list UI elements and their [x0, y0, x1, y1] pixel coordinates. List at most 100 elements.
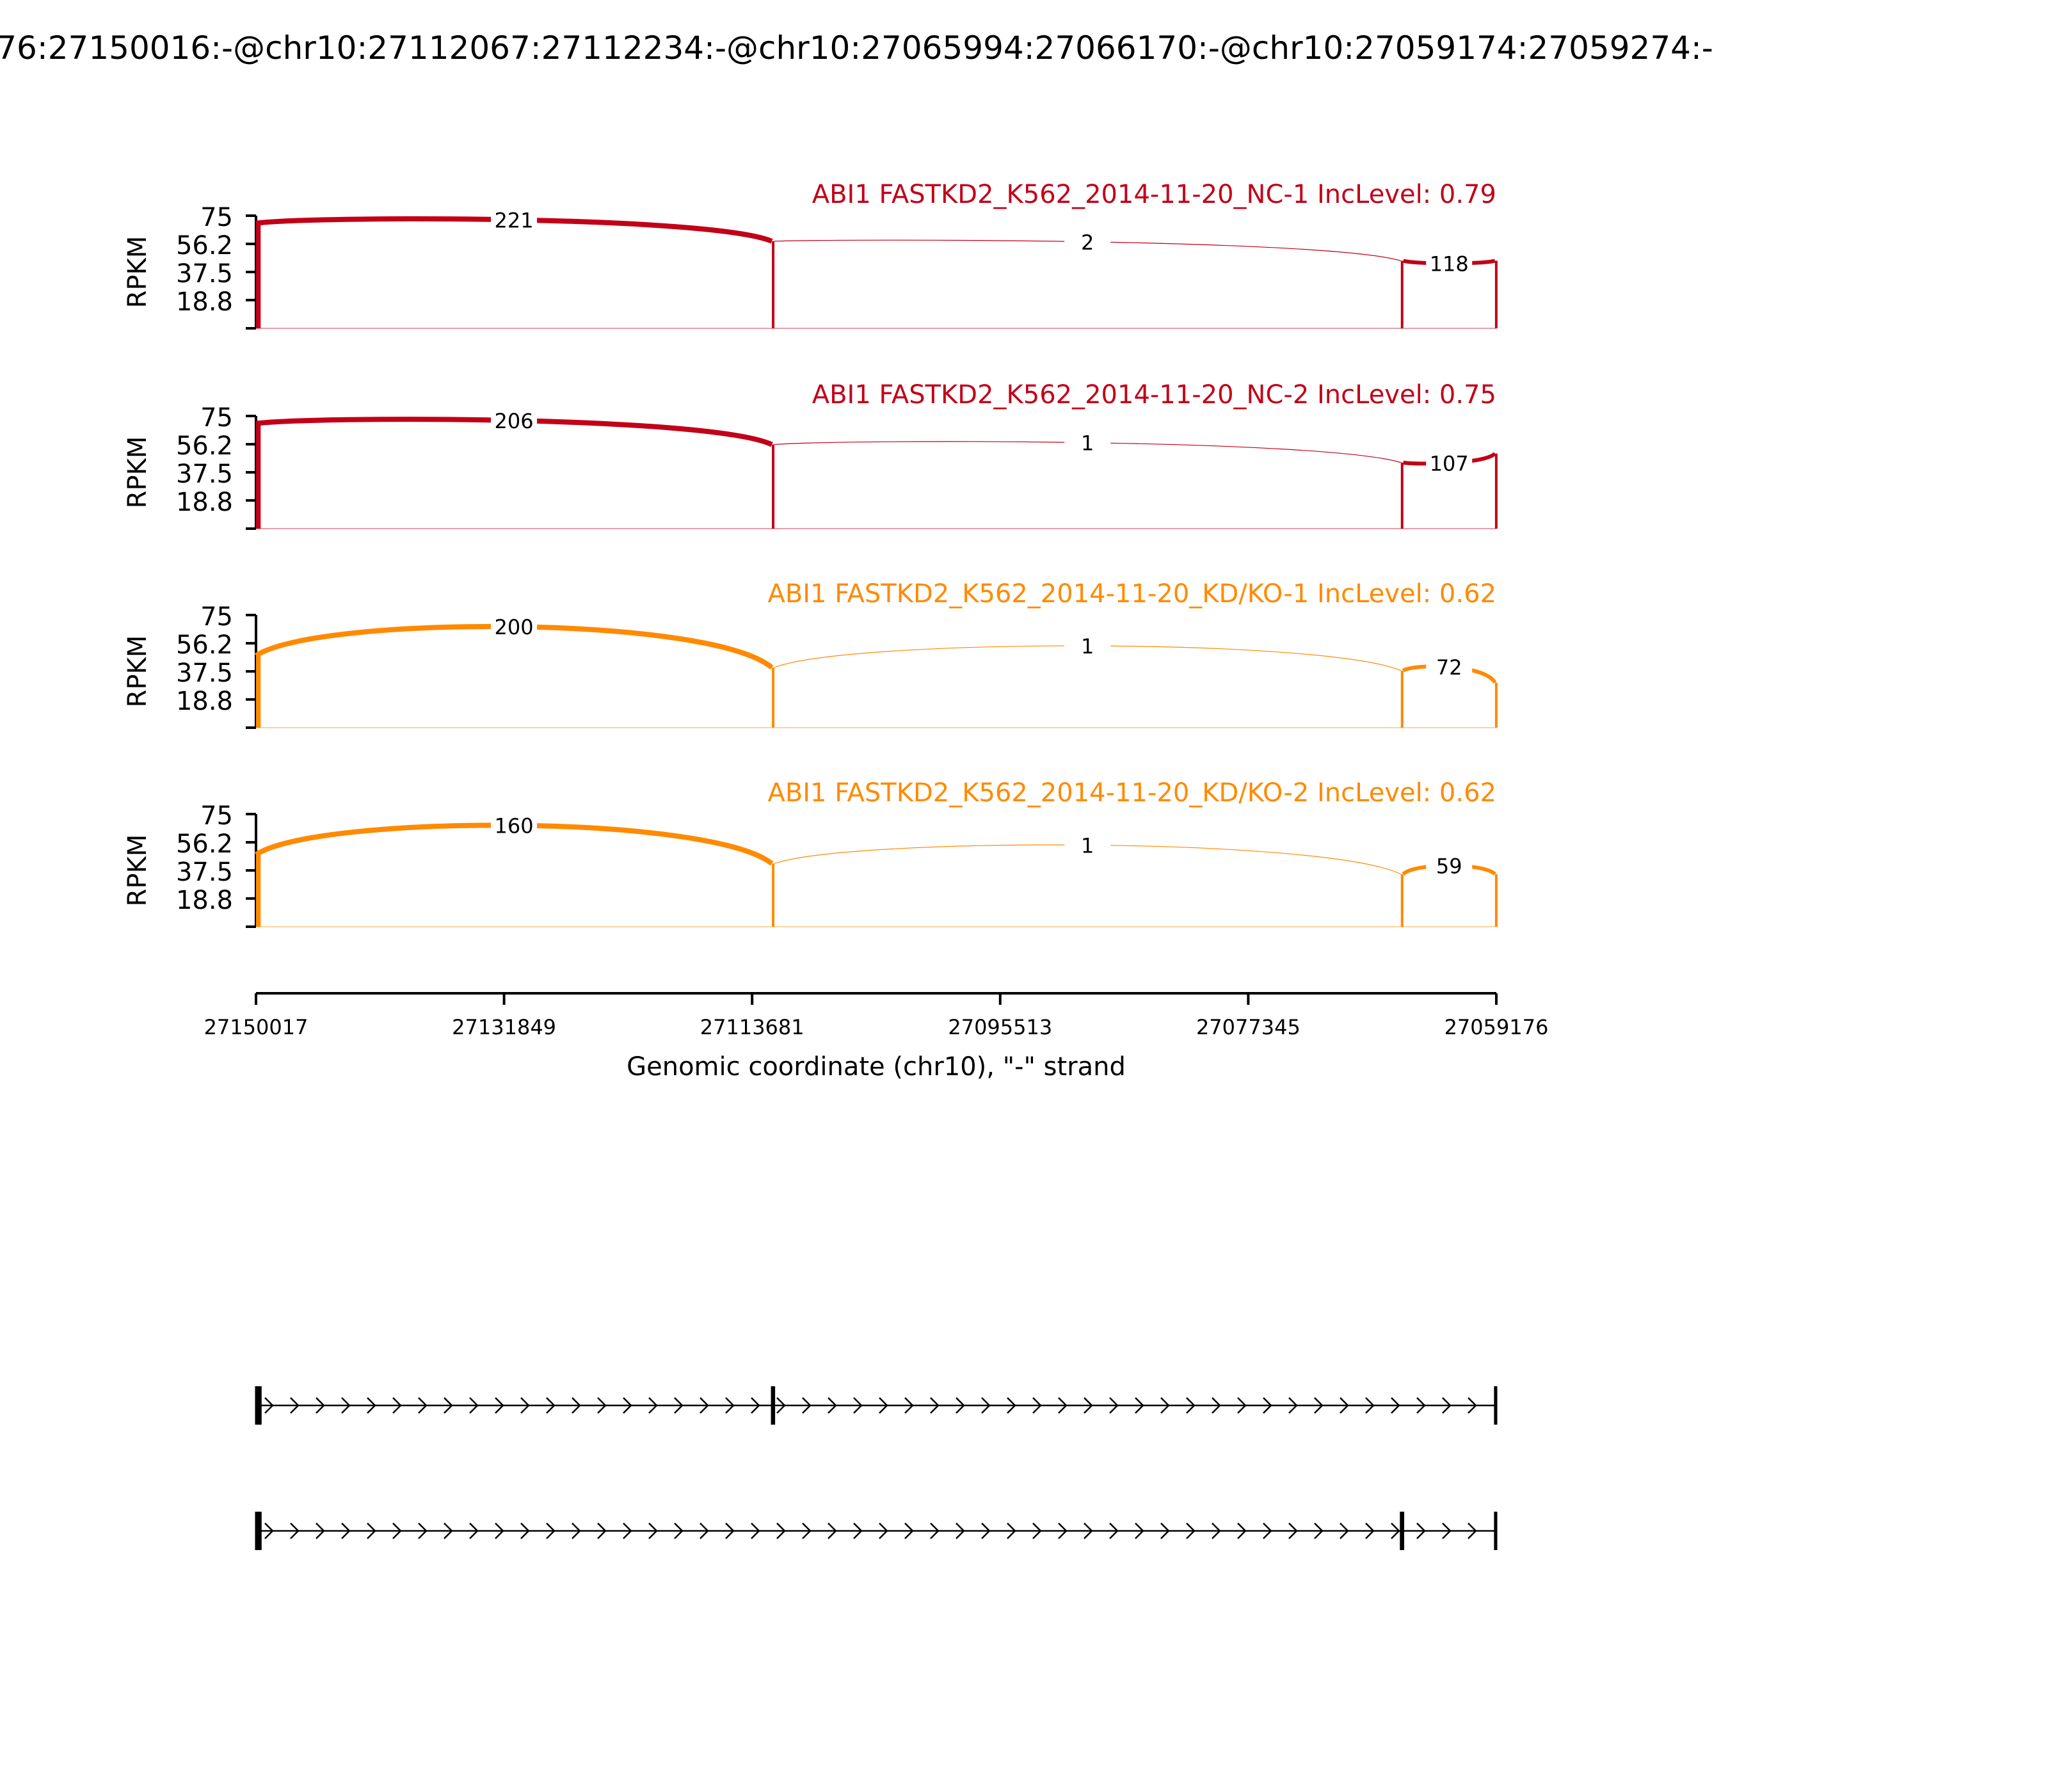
- figure-title: chr10:27149676:27150016:-@chr10:27112067…: [0, 29, 1713, 67]
- junction-read-count: 160: [494, 814, 533, 838]
- strand-arrow: [776, 1523, 786, 1539]
- track-label: ABI1 FASTKD2_K562_2014-11-20_NC-1 IncLev…: [812, 180, 1496, 209]
- strand-arrow: [1263, 1397, 1272, 1414]
- strand-arrow: [1288, 1397, 1298, 1414]
- exon-block: [1494, 1386, 1498, 1425]
- y-tick-label: 37.5: [176, 858, 233, 887]
- strand-arrow: [1160, 1397, 1170, 1414]
- y-axis-label: RPKM: [123, 236, 152, 308]
- x-tick-label: 27095513: [948, 1015, 1052, 1039]
- strand-arrow: [1058, 1523, 1068, 1539]
- strand-arrow: [264, 1523, 274, 1539]
- y-tick-label: 18.8: [176, 886, 233, 915]
- strand-arrow: [1314, 1397, 1324, 1414]
- strand-arrow: [1186, 1523, 1196, 1539]
- strand-arrow: [674, 1397, 684, 1414]
- strand-arrow: [1416, 1523, 1426, 1539]
- y-axis-label: RPKM: [123, 636, 152, 708]
- coverage-bar: [772, 241, 775, 328]
- coverage-bar: [256, 223, 261, 328]
- strand-arrow: [1468, 1397, 1477, 1414]
- exon-block: [255, 1386, 262, 1425]
- strand-arrow: [623, 1397, 632, 1414]
- strand-arrow: [930, 1523, 940, 1539]
- strand-arrow: [597, 1523, 607, 1539]
- strand-arrow: [290, 1523, 300, 1539]
- x-axis-label: Genomic coordinate (chr10), "-" strand: [627, 1052, 1126, 1082]
- x-tick-label: 27059176: [1444, 1015, 1549, 1039]
- coverage-bar: [1400, 874, 1404, 927]
- strand-arrow: [495, 1523, 504, 1539]
- strand-arrow: [1416, 1397, 1426, 1414]
- coverage-bar: [1494, 874, 1498, 927]
- strand-arrow: [546, 1523, 556, 1539]
- coverage-bar: [772, 444, 775, 529]
- strand-arrow: [981, 1397, 991, 1414]
- strand-arrow: [904, 1397, 914, 1414]
- junction-label-bg: [491, 207, 538, 233]
- exon-block: [1400, 1512, 1405, 1550]
- y-tick-label: 56.2: [176, 431, 233, 461]
- strand-arrow: [392, 1523, 402, 1539]
- junction-label-bg: [1426, 450, 1473, 476]
- y-tick-label: 37.5: [176, 659, 233, 688]
- strand-arrow: [725, 1397, 735, 1414]
- strand-arrow: [1263, 1523, 1272, 1539]
- strand-arrow: [341, 1397, 351, 1414]
- junction-label-bg: [1426, 852, 1473, 879]
- junction-read-count: 200: [494, 615, 533, 639]
- strand-arrow: [316, 1397, 325, 1414]
- junction-label-bg: [1064, 429, 1111, 456]
- strand-arrow: [1237, 1397, 1247, 1414]
- junction-label-bg: [1064, 228, 1111, 255]
- strand-arrow: [700, 1397, 709, 1414]
- strand-arrow: [700, 1523, 709, 1539]
- strand-arrow: [1160, 1523, 1170, 1539]
- strand-arrow: [444, 1523, 453, 1539]
- y-tick-label: 75: [200, 801, 233, 831]
- x-tick-label: 27131849: [452, 1015, 556, 1039]
- junction-read-count: 2: [1081, 230, 1094, 255]
- isoform-models: [255, 1386, 1498, 1550]
- strand-arrow: [367, 1397, 376, 1414]
- strand-arrow: [802, 1523, 812, 1539]
- strand-arrow: [725, 1523, 735, 1539]
- exon-block: [255, 1512, 262, 1550]
- strand-arrow: [367, 1523, 376, 1539]
- coverage-bar: [256, 655, 261, 728]
- junction-read-count: 1: [1081, 833, 1094, 858]
- strand-arrow: [392, 1397, 402, 1414]
- strand-arrow: [1340, 1523, 1349, 1539]
- y-tick-label: 37.5: [176, 259, 233, 289]
- strand-arrow: [879, 1523, 888, 1539]
- strand-arrow: [828, 1523, 837, 1539]
- strand-arrow: [572, 1523, 581, 1539]
- strand-arrow: [674, 1523, 684, 1539]
- y-tick-label: 56.2: [176, 231, 233, 260]
- y-axis-label: RPKM: [123, 436, 152, 509]
- coverage-bar: [256, 854, 261, 927]
- junction-label-bg: [1426, 654, 1473, 680]
- coverage-bar: [1494, 260, 1498, 328]
- strand-arrow: [418, 1523, 428, 1539]
- strand-arrow: [802, 1397, 812, 1414]
- strand-arrow: [520, 1397, 530, 1414]
- track-label: ABI1 FASTKD2_K562_2014-11-20_NC-2 IncLev…: [812, 380, 1496, 410]
- x-tick-label: 27113681: [700, 1015, 804, 1039]
- x-tick-label: 27150017: [204, 1015, 308, 1039]
- strand-arrow: [776, 1397, 786, 1414]
- strand-arrow: [1468, 1523, 1477, 1539]
- junction-read-count: 221: [494, 208, 533, 232]
- strand-arrow: [1288, 1523, 1298, 1539]
- strand-arrow: [1186, 1397, 1196, 1414]
- strand-arrow: [1084, 1397, 1093, 1414]
- strand-arrow: [341, 1523, 351, 1539]
- strand-arrow: [1058, 1397, 1068, 1414]
- strand-arrow: [853, 1397, 863, 1414]
- isoform-1: [255, 1386, 1498, 1425]
- strand-arrow: [930, 1397, 940, 1414]
